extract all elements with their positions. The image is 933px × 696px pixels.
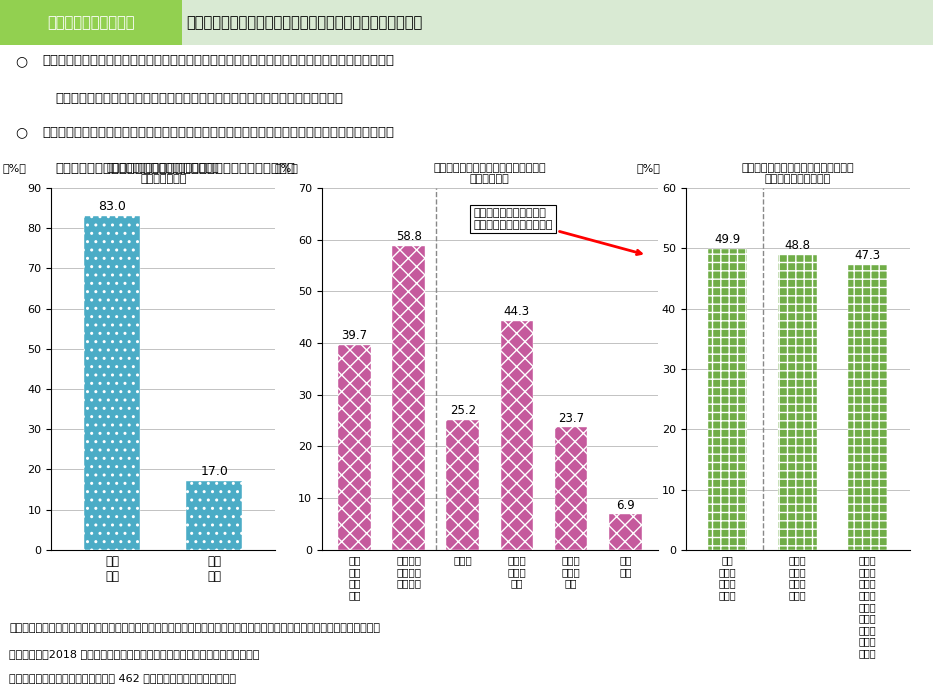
Text: （%）: （%） [275,164,299,173]
Text: 第２－（３）－１１図: 第２－（３）－１１図 [47,15,134,30]
Text: いわゆる正社員と限定正社員の基本給に差がない企業は約４割であり、差がある企業における限定: いわゆる正社員と限定正社員の基本給に差がない企業は約４割であり、差がある企業にお… [42,54,394,67]
Text: 6.9: 6.9 [616,498,634,512]
Bar [555,427,588,550]
Text: 25.2: 25.2 [450,404,476,417]
Title: いわゆる正社員と限定正社員における
昇進スピード等の差異: いわゆる正社員と限定正社員における 昇進スピード等の差異 [742,163,854,184]
Text: 44.3: 44.3 [504,306,530,318]
Bar [848,264,887,550]
Text: 正社員の基本給は、いわゆる正社員の８割超～９割以下である企業が最も多い。: 正社員の基本給は、いわゆる正社員の８割超～９割以下である企業が最も多い。 [55,92,343,104]
Text: 48.8: 48.8 [785,239,811,253]
Text: 39.7: 39.7 [341,329,368,342]
Text: 23.7: 23.7 [558,412,584,425]
Title: いわゆる正社員と限定正社員における
基本給の差異: いわゆる正社員と限定正社員における 基本給の差異 [434,163,546,184]
Text: いわゆる正社員と限定正社員における処遇等の差異について: いわゆる正社員と限定正社員における処遇等の差異について [187,15,423,30]
Bar [84,216,140,550]
Bar [447,420,479,550]
Text: 83.0: 83.0 [99,200,126,213]
Bar [187,482,243,550]
Text: ○: ○ [15,54,27,68]
Bar [501,321,533,550]
Bar [778,255,817,550]
Text: 47.3: 47.3 [855,248,881,262]
Text: 昇進スピードや早期選抜制度の対象とするかについては、いわゆる正社員と限定正社員との間に差: 昇進スピードや早期選抜制度の対象とするかについては、いわゆる正社員と限定正社員と… [42,125,394,139]
Text: （注）　図は、限定正社員のいる 462 企業の回答結果を示している。: （注） 図は、限定正社員のいる 462 企業の回答結果を示している。 [9,673,236,683]
Text: 17.0: 17.0 [201,465,228,478]
Text: がない企業と、差を設けている企業はおおむね半々となっている。: がない企業と、差を設けている企業はおおむね半々となっている。 [55,162,295,175]
Text: （%）: （%） [636,164,661,173]
Bar [182,0,933,45]
Bar [0,0,182,45]
Text: （%）: （%） [2,164,26,173]
Text: 58.8: 58.8 [396,230,422,243]
Bar [708,249,747,550]
Text: 資料出所　（独）労働政策研究・研修機構「多様な働き方の進展と人材マネジメントの在り方に関する調査（企業調査票）」: 資料出所 （独）労働政策研究・研修機構「多様な働き方の進展と人材マネジメントの在… [9,623,381,633]
Bar [338,345,370,550]
Bar [609,514,642,550]
Text: ○: ○ [15,125,27,140]
Title: いわゆる正社員と限定正社員における
相互転換の可否: いわゆる正社員と限定正社員における 相互転換の可否 [107,163,219,184]
Text: （2018 年）の個票を厚生労働省労働政策担当参事官室にて独自集計: （2018 年）の個票を厚生労働省労働政策担当参事官室にて独自集計 [9,649,259,659]
Text: いわゆる正社員に対する
限定正社員の基本給の水準: いわゆる正社員に対する 限定正社員の基本給の水準 [474,208,641,255]
Bar [392,246,425,550]
Text: 49.9: 49.9 [715,233,741,246]
